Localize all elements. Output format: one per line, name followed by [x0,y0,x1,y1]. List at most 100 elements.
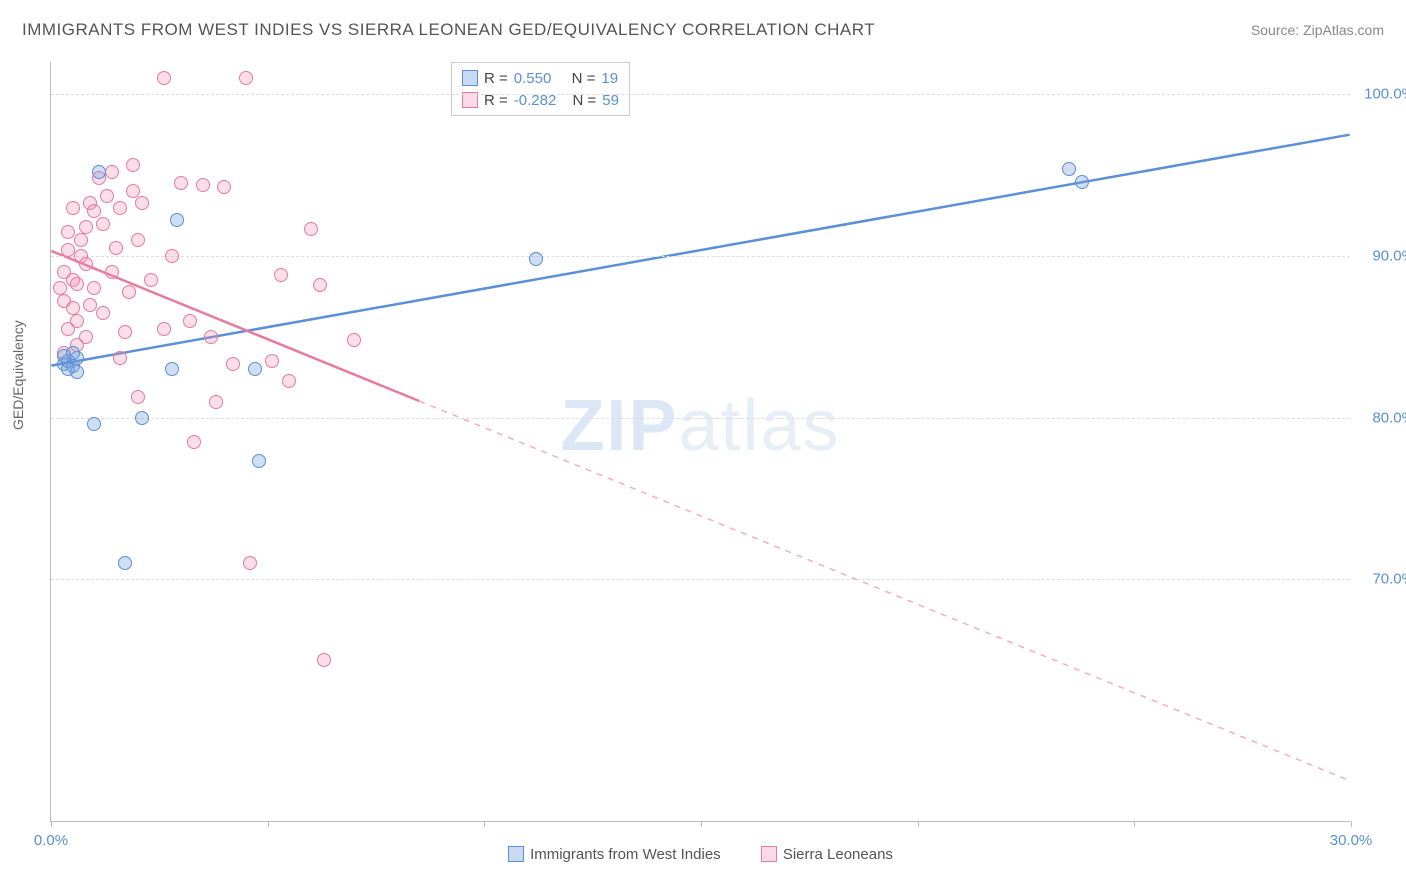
data-point-pink [131,390,145,404]
x-tick-mark [918,821,919,827]
legend-item-blue: Immigrants from West Indies [508,846,721,863]
data-point-blue [248,362,262,376]
data-point-pink [282,374,296,388]
data-point-pink [105,165,119,179]
data-point-pink [79,220,93,234]
r-label: R = [484,70,508,87]
data-point-blue [87,417,101,431]
x-tick-mark [1134,821,1135,827]
x-tick-label: 30.0% [1330,832,1373,849]
data-point-blue [252,454,266,468]
trend-line-dash-pink [419,401,1349,781]
data-point-pink [109,241,123,255]
data-point-pink [100,189,114,203]
data-point-pink [226,357,240,371]
data-point-pink [217,180,231,194]
data-point-pink [96,217,110,231]
data-point-blue [1062,162,1076,176]
source-link[interactable]: ZipAtlas.com [1303,22,1384,38]
x-tick-mark [701,821,702,827]
data-point-blue [70,365,84,379]
data-point-pink [196,178,210,192]
data-point-blue [170,213,184,227]
y-tick-label: 80.0% [1372,409,1406,426]
swatch-blue [508,846,524,862]
data-point-pink [113,351,127,365]
data-point-pink [70,277,84,291]
chart-plot-area: ZIPatlas R = 0.550 N = 19 R = -0.282 N =… [50,62,1350,822]
gridline-h [51,418,1350,419]
swatch-pink [761,846,777,862]
x-tick-label: 0.0% [34,832,68,849]
data-point-pink [83,298,97,312]
data-point-pink [204,330,218,344]
legend-label-blue: Immigrants from West Indies [530,846,721,863]
data-point-pink [122,285,136,299]
data-point-pink [183,314,197,328]
data-point-blue [135,411,149,425]
data-point-pink [157,322,171,336]
data-point-pink [347,333,361,347]
data-point-pink [239,71,253,85]
data-point-pink [87,281,101,295]
data-point-pink [209,395,223,409]
data-point-pink [265,354,279,368]
data-point-pink [113,201,127,215]
data-point-pink [105,265,119,279]
x-tick-mark [51,821,52,827]
legend-row-blue: R = 0.550 N = 19 [462,67,619,89]
data-point-pink [61,322,75,336]
data-point-pink [74,233,88,247]
data-point-blue [529,252,543,266]
data-point-pink [66,201,80,215]
y-tick-label: 70.0% [1372,571,1406,588]
source-attribution: Source: ZipAtlas.com [1251,22,1384,38]
data-point-pink [174,176,188,190]
gridline-h [51,256,1350,257]
swatch-blue [462,70,478,86]
n-label: N = [572,70,596,87]
legend-label-pink: Sierra Leoneans [783,846,893,863]
data-point-pink [66,301,80,315]
data-point-pink [187,435,201,449]
n-value-blue: 19 [601,70,618,87]
gridline-h [51,94,1350,95]
data-point-blue [92,165,106,179]
gridline-h [51,579,1350,580]
data-point-pink [118,325,132,339]
r-value-blue: 0.550 [514,70,552,87]
data-point-pink [79,257,93,271]
legend-item-pink: Sierra Leoneans [761,846,893,863]
legend-row-pink: R = -0.282 N = 59 [462,89,619,111]
data-point-pink [87,204,101,218]
data-point-pink [53,281,67,295]
y-axis-label: GED/Equivalency [10,320,26,430]
x-tick-mark [1351,821,1352,827]
data-point-pink [274,268,288,282]
data-point-pink [157,71,171,85]
correlation-legend: R = 0.550 N = 19 R = -0.282 N = 59 [451,62,630,116]
data-point-pink [131,233,145,247]
series-legend: Immigrants from West Indies Sierra Leone… [51,846,1350,867]
data-point-pink [79,330,93,344]
chart-title: IMMIGRANTS FROM WEST INDIES VS SIERRA LE… [22,20,875,40]
data-point-blue [1075,175,1089,189]
data-point-pink [313,278,327,292]
data-point-blue [66,346,80,360]
data-point-pink [144,273,158,287]
x-tick-mark [484,821,485,827]
y-tick-label: 90.0% [1372,248,1406,265]
source-prefix: Source: [1251,22,1303,38]
data-point-pink [126,158,140,172]
data-point-pink [61,225,75,239]
data-point-pink [165,249,179,263]
data-point-pink [61,243,75,257]
data-point-blue [165,362,179,376]
data-point-pink [317,653,331,667]
x-tick-mark [268,821,269,827]
trend-lines-layer [51,62,1350,821]
data-point-blue [118,556,132,570]
y-tick-label: 100.0% [1364,86,1406,103]
data-point-pink [304,222,318,236]
data-point-pink [243,556,257,570]
